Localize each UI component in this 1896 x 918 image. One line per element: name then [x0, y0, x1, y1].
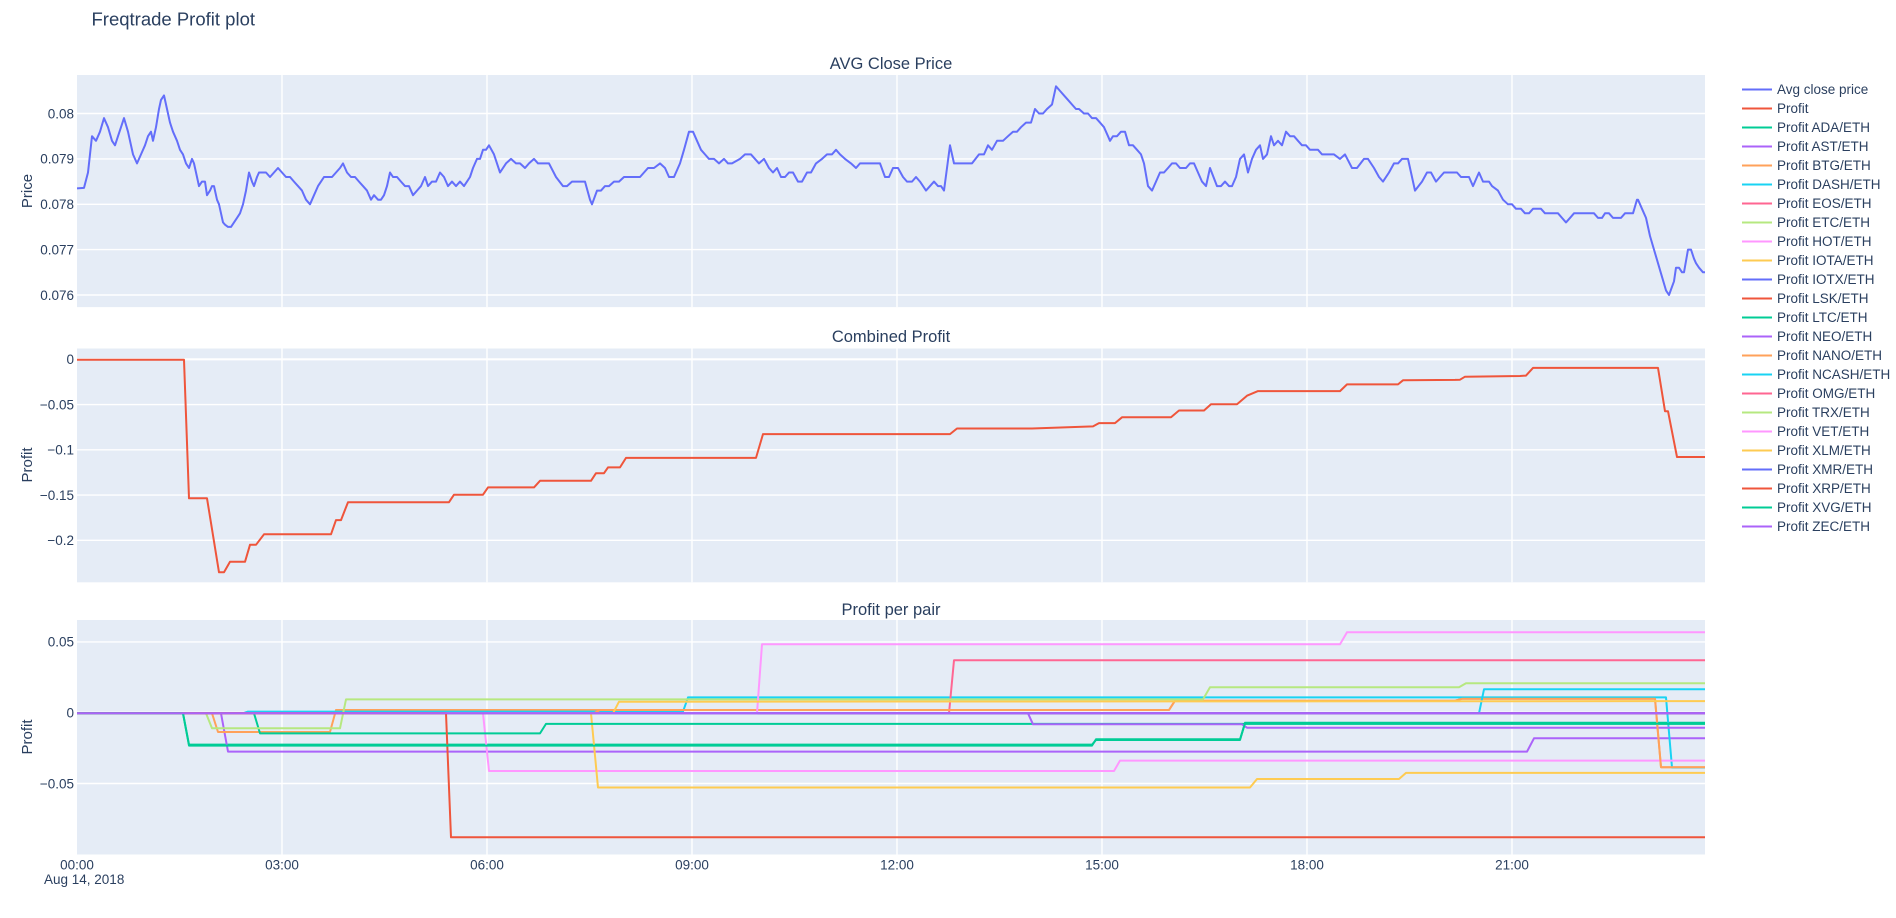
svg-text:0.079: 0.079: [40, 152, 74, 167]
svg-text:0.078: 0.078: [40, 197, 74, 212]
svg-text:Profit XVG/ETH: Profit XVG/ETH: [1777, 500, 1872, 515]
svg-text:03:00: 03:00: [265, 857, 299, 872]
svg-text:Profit HOT/ETH: Profit HOT/ETH: [1777, 234, 1872, 249]
svg-text:15:00: 15:00: [1085, 857, 1119, 872]
svg-text:0.05: 0.05: [48, 635, 74, 650]
svg-text:Profit AST/ETH: Profit AST/ETH: [1777, 139, 1869, 154]
svg-text:Profit NEO/ETH: Profit NEO/ETH: [1777, 329, 1872, 344]
svg-text:Profit: Profit: [19, 719, 36, 755]
svg-text:Profit BTG/ETH: Profit BTG/ETH: [1777, 158, 1871, 173]
svg-text:Profit: Profit: [1777, 101, 1809, 116]
svg-text:0.077: 0.077: [40, 242, 74, 257]
svg-text:18:00: 18:00: [1290, 857, 1324, 872]
svg-text:−0.05: −0.05: [40, 776, 74, 791]
svg-text:Price: Price: [19, 174, 36, 208]
svg-text:21:00: 21:00: [1495, 857, 1529, 872]
svg-text:−0.15: −0.15: [40, 488, 74, 503]
svg-text:Profit ZEC/ETH: Profit ZEC/ETH: [1777, 519, 1870, 534]
svg-text:AVG Close Price: AVG Close Price: [830, 55, 953, 73]
svg-text:Profit NANO/ETH: Profit NANO/ETH: [1777, 348, 1882, 363]
svg-text:−0.2: −0.2: [47, 533, 74, 548]
svg-text:Profit: Profit: [19, 447, 36, 483]
svg-text:Profit ETC/ETH: Profit ETC/ETH: [1777, 215, 1870, 230]
svg-text:Freqtrade Profit plot: Freqtrade Profit plot: [92, 9, 256, 30]
svg-text:Profit DASH/ETH: Profit DASH/ETH: [1777, 177, 1881, 192]
svg-text:Profit OMG/ETH: Profit OMG/ETH: [1777, 386, 1875, 401]
svg-text:00:00: 00:00: [60, 857, 94, 872]
svg-text:Profit TRX/ETH: Profit TRX/ETH: [1777, 405, 1870, 420]
svg-text:06:00: 06:00: [470, 857, 504, 872]
svg-text:−0.05: −0.05: [40, 397, 74, 412]
svg-text:Profit XMR/ETH: Profit XMR/ETH: [1777, 462, 1873, 477]
svg-text:Profit LTC/ETH: Profit LTC/ETH: [1777, 310, 1868, 325]
svg-text:Profit EOS/ETH: Profit EOS/ETH: [1777, 196, 1872, 211]
svg-text:0.08: 0.08: [48, 106, 74, 121]
svg-text:Profit NCASH/ETH: Profit NCASH/ETH: [1777, 367, 1890, 382]
svg-text:Profit ADA/ETH: Profit ADA/ETH: [1777, 120, 1870, 135]
svg-text:Combined Profit: Combined Profit: [832, 328, 951, 346]
svg-text:Profit VET/ETH: Profit VET/ETH: [1777, 424, 1869, 439]
svg-text:12:00: 12:00: [880, 857, 914, 872]
svg-text:Aug 14, 2018: Aug 14, 2018: [44, 872, 124, 887]
svg-text:Avg close price: Avg close price: [1777, 82, 1868, 97]
svg-text:0: 0: [66, 706, 74, 721]
svg-text:Profit IOTX/ETH: Profit IOTX/ETH: [1777, 272, 1875, 287]
svg-text:Profit per pair: Profit per pair: [841, 601, 941, 619]
svg-text:−0.1: −0.1: [47, 443, 74, 458]
svg-text:Profit XLM/ETH: Profit XLM/ETH: [1777, 443, 1871, 458]
svg-text:Profit LSK/ETH: Profit LSK/ETH: [1777, 291, 1869, 306]
svg-text:Profit IOTA/ETH: Profit IOTA/ETH: [1777, 253, 1874, 268]
svg-text:0: 0: [66, 352, 74, 367]
svg-text:09:00: 09:00: [675, 857, 709, 872]
svg-text:0.076: 0.076: [40, 288, 74, 303]
svg-text:Profit XRP/ETH: Profit XRP/ETH: [1777, 481, 1871, 496]
